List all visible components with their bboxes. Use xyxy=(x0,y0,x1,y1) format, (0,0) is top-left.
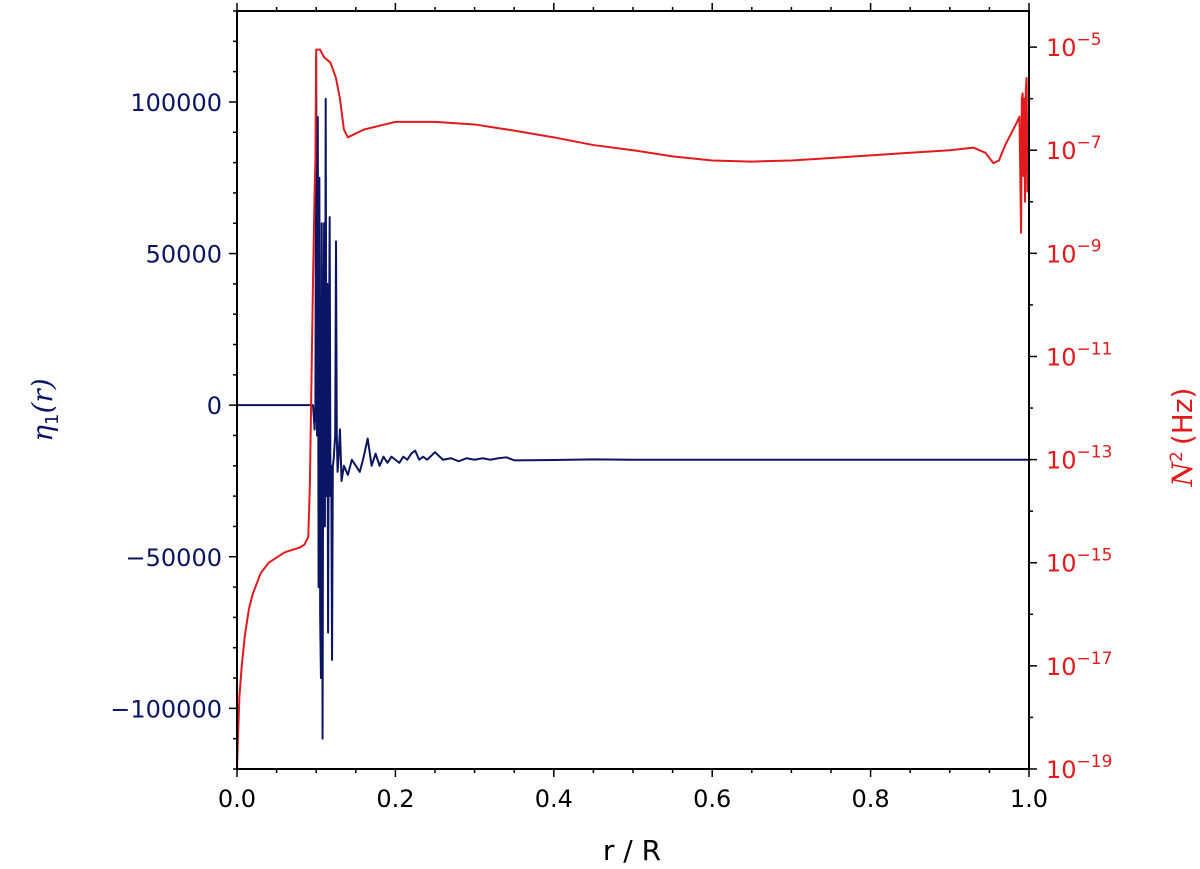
left-tick-label: 100000 xyxy=(130,89,222,117)
right-axis-symbol: N xyxy=(1166,460,1199,487)
series-lines xyxy=(236,48,1030,770)
right-tick-label: 10−9 xyxy=(1046,236,1102,268)
x-axis-title: r / R xyxy=(603,834,661,867)
x-tick-label: 0.2 xyxy=(376,785,414,813)
x-tick-label: 0.4 xyxy=(535,785,573,813)
right-axis-title: N2 (Hz) xyxy=(1166,388,1199,488)
tick-labels: 0.0 0.2 0.4 0.6 0.8 1.0 100000 50000 0 −50000 −100… xyxy=(110,30,1112,813)
left-axis-title: η1(r) xyxy=(26,378,63,441)
left-tick-label: 50000 xyxy=(146,241,222,269)
x-tick-label: 0.6 xyxy=(693,785,731,813)
x-tick-label: 0.8 xyxy=(852,785,890,813)
axis-ticks xyxy=(229,3,1037,777)
plot-frame xyxy=(236,10,1030,770)
right-tick-label: 10−17 xyxy=(1046,649,1112,681)
right-tick-label: 10−15 xyxy=(1046,546,1112,578)
left-axis-subscript: 1 xyxy=(42,414,63,425)
right-axis-unit: (Hz) xyxy=(1166,388,1199,446)
right-tick-label: 10−13 xyxy=(1046,443,1112,475)
right-tick-label: 10−19 xyxy=(1046,752,1112,784)
left-tick-label: −50000 xyxy=(126,544,222,572)
eta1-series-line xyxy=(237,55,1029,740)
left-axis-symbol: η xyxy=(26,425,59,442)
left-tick-label: 0 xyxy=(207,392,222,420)
right-tick-label: 10−7 xyxy=(1046,133,1102,165)
left-tick-label: −100000 xyxy=(110,695,222,723)
n2-series-line xyxy=(236,48,1030,770)
x-tick-label: 0.0 xyxy=(218,785,256,813)
right-tick-label: 10−5 xyxy=(1046,30,1102,62)
right-axis-superscript: 2 xyxy=(1167,451,1187,462)
left-axis-arg: (r) xyxy=(26,378,59,413)
x-tick-label: 1.0 xyxy=(1010,785,1048,813)
right-tick-label: 10−11 xyxy=(1046,339,1112,371)
